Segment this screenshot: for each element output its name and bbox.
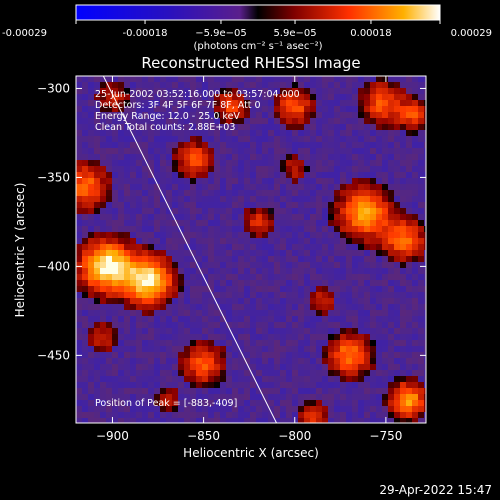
peak-position-label: Position of Peak = [-883,-409] [95, 398, 237, 409]
info-line: Energy Range: 12.0 - 25.0 keV [95, 111, 240, 122]
colorbar-ticks: -0.00029 -0.00018 −5.9e−05 5.9e−05 0.00018 0.… [2, 20, 492, 39]
info-line: Detectors: 3F 4F 5F 6F 7F 8F, Att 0 [95, 100, 261, 111]
solar-limb-line [102, 76, 277, 423]
y-tick-label: −400 [37, 259, 70, 273]
x-tick-label: −850 [187, 429, 220, 443]
info-line: Clean Total counts: 2.88E+03 [95, 122, 235, 133]
colorbar-tick-label: −5.9e−05 [195, 28, 247, 39]
chart-title: Reconstructed RHESSI Image [141, 54, 360, 72]
colorbar-tick-label: 0.00018 [350, 28, 391, 39]
x-tick-label: −900 [96, 429, 129, 443]
colorbar-tick-label: -0.00029 [2, 28, 47, 39]
plot-frame [75, 75, 427, 424]
colorbar-tick-label: 5.9e−05 [273, 28, 316, 39]
colorbar-units: (photons cm⁻² s⁻¹ asec⁻²) [193, 41, 322, 52]
x-tick-label: −800 [278, 429, 311, 443]
y-axis-ticks: −300 −350 −400 −450 [37, 81, 426, 362]
x-axis-ticks: −900 −850 −800 −750 [96, 76, 402, 443]
colorbar-tick-label: 0.00029 [451, 28, 492, 39]
x-axis-label: Heliocentric X (arcsec) [183, 446, 319, 460]
info-line: 25-Jun-2002 03:52:16.000 to 03:57:04.000 [95, 89, 300, 100]
colorbar-tick-label: -0.00018 [123, 28, 168, 39]
y-tick-label: −450 [37, 348, 70, 362]
x-tick-label: −750 [369, 429, 402, 443]
render-timestamp: 29-Apr-2022 15:47 [379, 483, 492, 497]
colorbar [75, 4, 441, 21]
y-tick-label: −350 [37, 170, 70, 184]
observation-info: 25-Jun-2002 03:52:16.000 to 03:57:04.000… [95, 89, 300, 133]
heatmap-image [76, 76, 426, 423]
y-tick-label: −300 [37, 81, 70, 95]
y-axis-label: Heliocentric Y (arcsec) [13, 183, 27, 318]
